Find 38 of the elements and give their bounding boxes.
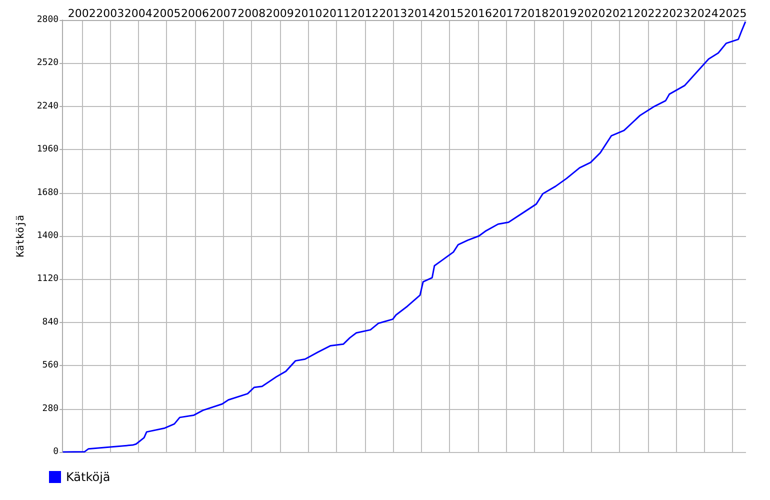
legend-label: Kätköjä [66, 470, 110, 484]
x-tick-label: 2009 [266, 7, 294, 20]
y-tick-label: 280 [42, 404, 59, 414]
x-tick-label: 2003 [96, 7, 124, 20]
x-tick-label: 2023 [662, 7, 690, 20]
x-tick-label: 2007 [209, 7, 238, 20]
x-tick-label: 2022 [634, 7, 662, 20]
x-tick-label: 2012 [350, 7, 379, 20]
y-tick-label: 840 [42, 317, 59, 328]
x-tick-label: 2013 [379, 7, 408, 20]
y-tick-label: 1960 [36, 144, 59, 155]
x-tick-label: 2015 [436, 7, 464, 20]
y-tick-label: 0 [53, 447, 59, 457]
x-tick-label: 2017 [492, 7, 520, 20]
x-tick-label: 2021 [606, 7, 634, 20]
x-tick-label: 2006 [181, 7, 210, 20]
y-tick-label: 1120 [36, 274, 59, 284]
x-tick-label: 2004 [124, 7, 152, 20]
x-tick-label: 2019 [548, 7, 577, 20]
x-tick-label: 2005 [152, 7, 181, 20]
x-tick-label: 2020 [577, 7, 606, 20]
y-tick-label: 2240 [36, 101, 59, 112]
y-tick-label: 2520 [36, 58, 59, 68]
x-tick-label: 2025 [718, 7, 747, 20]
y-tick-label: 560 [42, 360, 59, 371]
x-tick-label: 2014 [407, 7, 436, 20]
x-tick-label: 2018 [520, 7, 549, 20]
y-tick-label: 1680 [36, 188, 59, 198]
x-tick-label: 2016 [464, 7, 492, 20]
x-tick-label: 2011 [322, 7, 351, 20]
x-tick-label: 2024 [690, 7, 718, 20]
y-tick-label: 2800 [36, 15, 59, 25]
y-axis-title: Kätköjä [16, 214, 26, 258]
x-tick-label: 2002 [68, 7, 96, 20]
y-tick-label: 1400 [36, 231, 59, 241]
line-series [62, 20, 746, 453]
x-tick-label: 2008 [238, 7, 266, 20]
x-tick-label: 2010 [294, 7, 322, 20]
